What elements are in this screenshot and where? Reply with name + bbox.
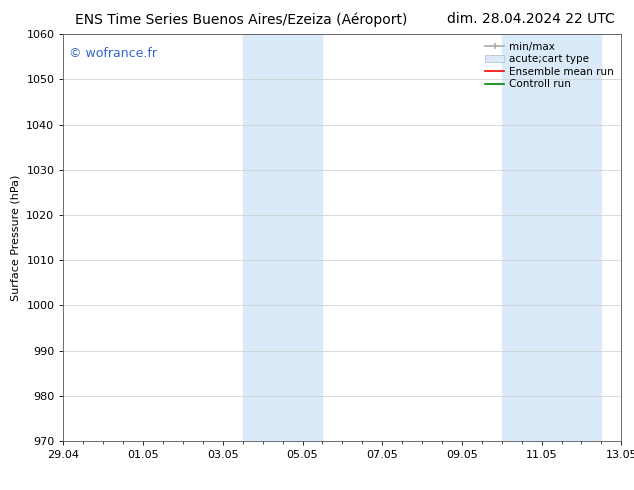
Legend: min/max, acute;cart type, Ensemble mean run, Controll run: min/max, acute;cart type, Ensemble mean …	[483, 40, 616, 92]
Bar	[501, 34, 541, 441]
Text: ENS Time Series Buenos Aires/Ezeiza (Aéroport): ENS Time Series Buenos Aires/Ezeiza (Aér…	[75, 12, 407, 27]
Bar	[243, 34, 323, 441]
Text: dim. 28.04.2024 22 UTC: dim. 28.04.2024 22 UTC	[447, 12, 615, 26]
Bar	[541, 34, 602, 441]
Y-axis label: Surface Pressure (hPa): Surface Pressure (hPa)	[11, 174, 21, 301]
Text: © wofrance.fr: © wofrance.fr	[69, 47, 157, 59]
